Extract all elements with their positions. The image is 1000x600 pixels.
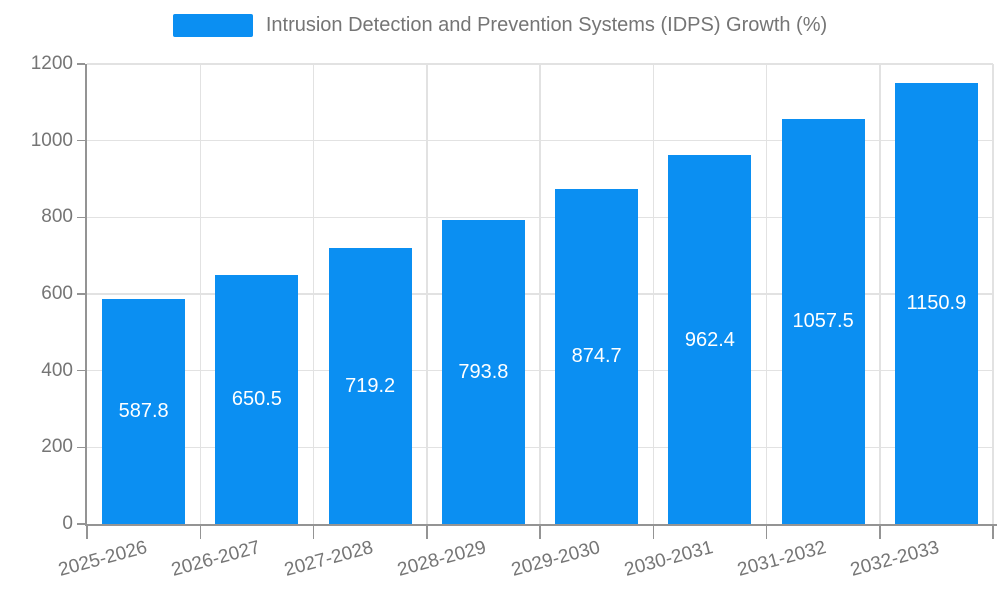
bar [328,248,412,524]
y-axis-tick [77,216,85,219]
grid-line-vertical [992,64,994,524]
x-axis-tick [426,524,428,539]
x-axis-tick [199,524,201,539]
bar [102,298,186,524]
y-axis-tick-label: 1200 [30,53,73,74]
y-axis-tick-label: 1000 [30,129,73,151]
bar-value-label: 719.2 [345,375,396,398]
x-axis-tick [879,524,881,539]
y-axis-line [85,64,87,524]
y-axis-tick [77,369,85,372]
grid-line-vertical [879,64,881,524]
y-axis-tick [77,523,85,525]
y-axis-tick [77,63,85,65]
x-axis-tick [765,524,768,539]
chart-legend[interactable]: Intrusion Detection and Prevention Syste… [0,13,1000,37]
bar [555,188,639,524]
grid-line-vertical [426,64,428,524]
bar-value-label: 1150.9 [906,292,967,315]
legend-swatch [172,13,253,37]
bar [441,219,525,524]
bar [215,274,299,524]
y-axis-tick [77,293,85,295]
x-axis-line [85,524,997,526]
y-axis-tick [77,446,85,449]
legend-label: Intrusion Detection and Prevention Syste… [265,14,828,36]
plot-area: 587.8 650.5 719.2 793.8 874.7 962.4 1057.5 1150… [87,63,994,524]
x-axis-tick [652,524,654,539]
bar-value-label: 962.4 [684,328,735,351]
grid-line-vertical [199,64,201,524]
bar-value-label: 587.8 [118,400,169,423]
bar [668,155,752,524]
y-axis-tick [77,139,85,142]
bar-value-label: 1057.5 [792,310,854,333]
x-axis-tick [86,524,88,539]
y-axis-tick-label: 800 [41,206,73,228]
grid-line-vertical [312,64,315,524]
bar [894,82,978,524]
y-axis-tick-label: 600 [41,283,73,304]
x-axis-tick [539,524,541,539]
bar-value-label: 874.7 [571,345,622,368]
grid-line-vertical [765,64,768,524]
bar-value-label: 650.5 [231,388,282,411]
bar-value-label: 793.8 [458,360,509,383]
x-axis-tick [992,524,994,539]
y-axis-tick-label: 400 [41,359,73,381]
grid-line-vertical [652,64,654,524]
bar [781,118,865,524]
y-axis-tick-label: 200 [41,436,73,458]
grid-line-vertical [539,64,541,524]
x-axis-tick [312,524,315,539]
y-axis-tick-label: 0 [62,513,73,534]
